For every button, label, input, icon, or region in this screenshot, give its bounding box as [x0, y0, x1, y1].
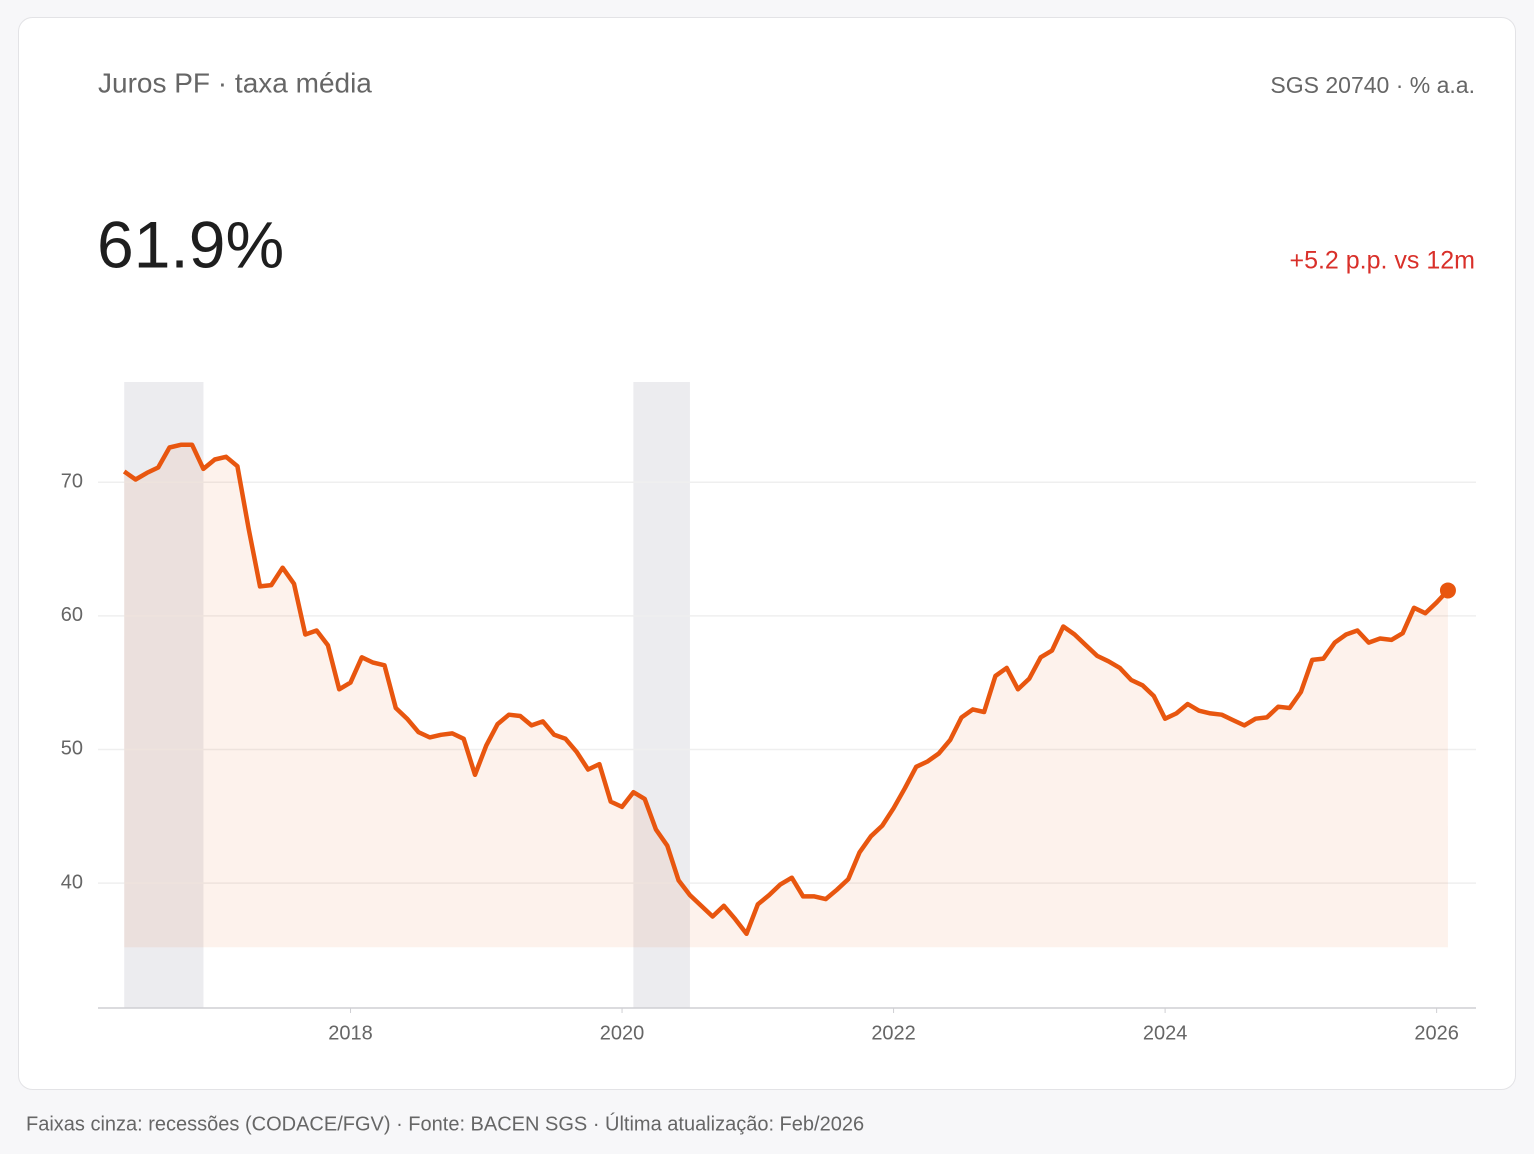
- chart-title: Juros PF · taxa média: [98, 67, 372, 98]
- x-tick-label: 2024: [1143, 1022, 1188, 1044]
- y-tick-label: 70: [61, 470, 83, 492]
- current-value: 61.9%: [97, 207, 284, 281]
- change: +5.2 p.p. vs 12m: [1289, 247, 1475, 275]
- recession-band: [633, 382, 690, 1008]
- y-tick-label: 50: [61, 738, 83, 760]
- x-tick-label: 2022: [871, 1022, 916, 1044]
- x-tick-label: 2020: [600, 1022, 645, 1044]
- x-tick-label: 2018: [328, 1022, 373, 1044]
- line: [122, 442, 1450, 937]
- y-tick-label: 60: [61, 604, 83, 626]
- footer: Faixas cinza: recessões (CODACE/FGV) · F…: [26, 1112, 864, 1135]
- area: [124, 444, 1448, 948]
- y-tick-label: 40: [61, 871, 83, 893]
- end-point: [1439, 582, 1456, 599]
- card: [18, 17, 1516, 1090]
- recession-band: [124, 382, 204, 1008]
- source: SGS 20740 · % a.a.: [1270, 72, 1475, 98]
- x-tick-label: 2026: [1414, 1022, 1459, 1044]
